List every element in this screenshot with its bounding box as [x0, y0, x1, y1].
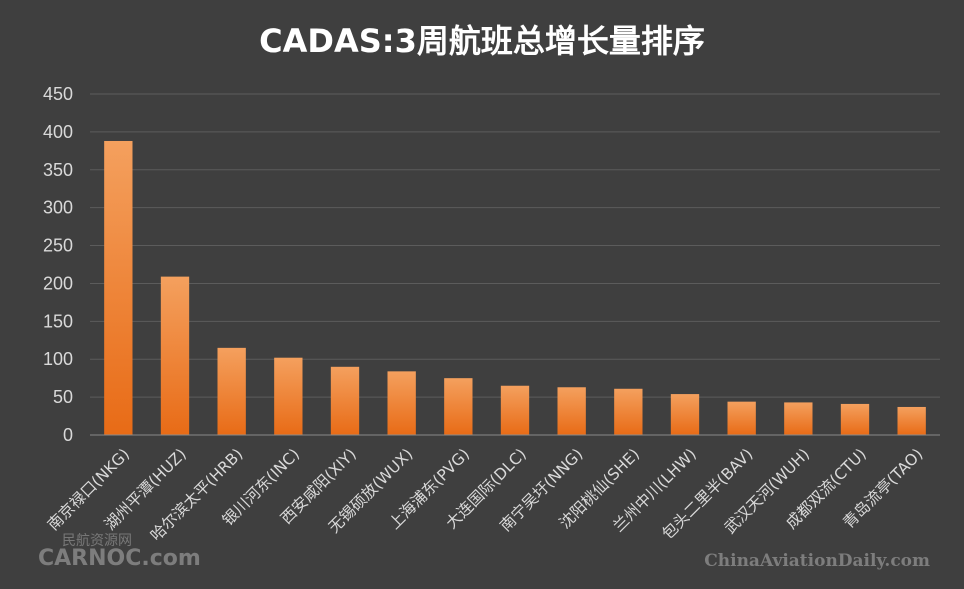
bar [727, 401, 756, 435]
bar [104, 140, 133, 435]
y-axis-ticks: 0 50 100 150 200 250 300 350 400 450 [43, 84, 73, 445]
bar [387, 371, 416, 435]
bar [444, 378, 473, 435]
bar [330, 366, 360, 435]
bar [500, 385, 530, 435]
watermark-carnoc: CARNOC.com [38, 546, 201, 571]
y-tick-label: 400 [43, 122, 73, 142]
y-tick-label: 0 [63, 425, 73, 445]
bar [840, 403, 870, 435]
y-tick-label: 300 [43, 198, 73, 218]
bar [614, 388, 643, 435]
bar [784, 402, 813, 435]
watermark-left: CARNOC.com 民航资源网 [38, 533, 201, 571]
bar [160, 276, 190, 435]
y-tick-label: 200 [43, 273, 73, 293]
watermark-china-aviation-daily: ChinaAviationDaily.com [704, 551, 930, 571]
bar [274, 357, 303, 435]
chart-title: CADAS:3周航班总增长量排序 [259, 22, 705, 60]
y-tick-label: 450 [43, 84, 73, 104]
bars [104, 140, 926, 435]
bar [557, 387, 586, 435]
y-tick-label: 50 [53, 387, 73, 407]
bar [217, 347, 246, 435]
bar [897, 406, 926, 435]
bar [670, 394, 700, 435]
y-tick-label: 350 [43, 160, 73, 180]
x-axis-ticks: 南京禄口(NKG)湖州平潭(HUZ)哈尔滨太平(HRB)银川河东(INC)西安咸… [44, 445, 926, 544]
y-tick-label: 100 [43, 349, 73, 369]
y-tick-label: 250 [43, 236, 73, 256]
y-tick-label: 150 [43, 311, 73, 331]
watermark-carnoc-cn: 民航资源网 [62, 533, 132, 549]
